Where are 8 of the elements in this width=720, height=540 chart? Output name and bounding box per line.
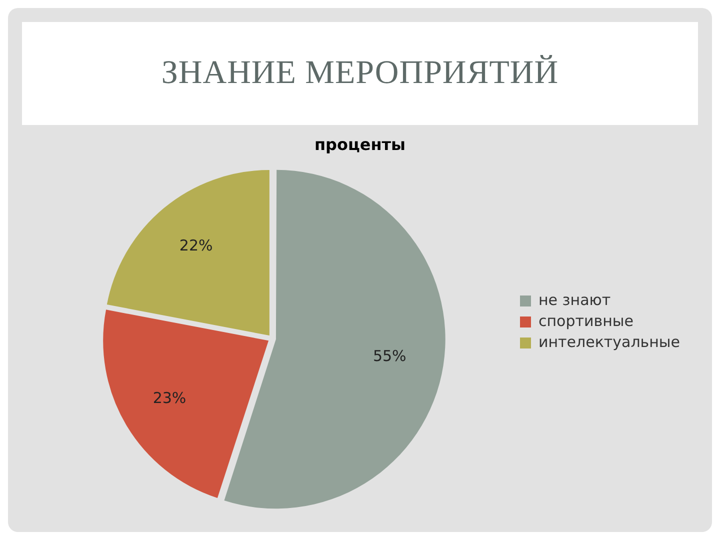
- legend-label: спортивные: [538, 312, 634, 330]
- data-label: 23%: [152, 389, 186, 408]
- chart-subtitle: проценты: [314, 134, 406, 154]
- data-label: 55%: [372, 347, 406, 366]
- data-label: 22%: [179, 236, 213, 255]
- legend-label: не знают: [538, 290, 611, 309]
- legend-label: интелектуальные: [538, 332, 680, 351]
- chart-title: ЗНАНИЕ МЕРОПРИЯТИЙ: [161, 55, 559, 92]
